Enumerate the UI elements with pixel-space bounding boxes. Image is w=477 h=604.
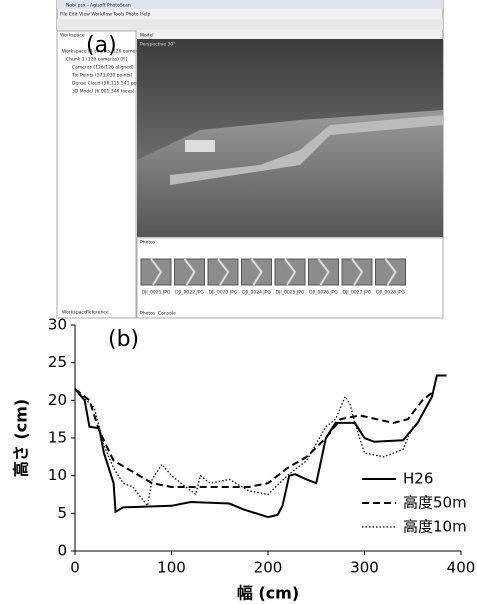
photo-name: DJI_0025.JPG [276, 290, 305, 296]
data-line [74, 388, 433, 488]
photo-name: DJI_0028.JPG [376, 290, 405, 296]
tree-item: Workspace (1 chunks, 126 cameras) [62, 49, 144, 55]
toolbar [57, 19, 443, 30]
tab: Photos [140, 311, 156, 317]
tree-item: Dense Cloud (56,115,541 points) [72, 81, 147, 87]
thumbnail-road [250, 258, 263, 286]
view-label: Perspective 30° [140, 42, 175, 48]
thumbnail-road [183, 258, 196, 286]
y-tick-label: 30 [48, 316, 67, 334]
x-tick-label: 300 [350, 559, 379, 577]
thumbnail-road [384, 258, 397, 286]
x-tick-label: 200 [254, 559, 283, 577]
tree-item: Chunk 1 (126 cameras) [R] [66, 57, 127, 63]
photo-name: DJI_0027.JPG [343, 290, 372, 296]
photo-name: DJI_0023.JPG [209, 290, 238, 296]
tree-item: Cameras (126/126 aligned) [72, 65, 134, 71]
legend-label: H26 [403, 470, 433, 488]
photo-name: DJI_0024.JPG [242, 290, 271, 296]
legend-label: 高度10m [403, 518, 467, 536]
photo-name: DJI_0026.JPG [309, 290, 338, 296]
tab: Workspace [62, 310, 87, 316]
title-bar [57, 0, 443, 9]
y-axis-label: 高さ (cm) [12, 399, 31, 477]
thumbnail [341, 258, 373, 286]
tab: Console [158, 311, 176, 317]
thumbnail-road [351, 258, 364, 286]
thumbnail [274, 258, 306, 286]
y-tick-label: 25 [48, 353, 67, 371]
y-tick-label: 5 [57, 504, 67, 522]
panel-label: (a) [86, 33, 117, 58]
road [170, 115, 443, 185]
y-tick-label: 0 [57, 542, 67, 560]
workspace-tab: Workspace [60, 33, 85, 39]
photos-tab: Photos [140, 240, 156, 246]
menu: File Edit View Workflow Tools Photo Help [60, 12, 150, 18]
x-tick-label: 0 [70, 559, 80, 577]
building [185, 140, 215, 152]
thumbnail-road [150, 258, 163, 286]
model-tab: Model [140, 33, 154, 39]
thumbnail [207, 258, 239, 286]
tree-item: Tie Points (573,030 points) [71, 73, 133, 79]
y-tick-label: 15 [48, 429, 67, 447]
photo-name: DJI_0022.JPG [175, 290, 204, 296]
window-title: Nobi.psx - Agisoft PhotoScan [66, 3, 131, 9]
workspace-pane [56, 30, 137, 319]
y-tick-label: 20 [48, 391, 67, 409]
screenshot: Nobi.psx - Agisoft PhotoScan File Edit V… [56, 0, 444, 319]
tab: Reference [86, 310, 109, 316]
data-line [74, 374, 447, 519]
panel-label: (b) [108, 327, 139, 352]
legend-label: 高度50m [403, 494, 467, 512]
data-line [74, 388, 414, 508]
photo-name: DJI_0021.JPG [142, 290, 171, 296]
thumbnail-road [284, 258, 297, 286]
x-tick-label: 400 [447, 559, 476, 577]
thumbnail-road [317, 258, 330, 286]
y-tick-label: 10 [48, 466, 67, 484]
thumbnail-road [217, 258, 230, 286]
tree-item: 3D Model (6,001,348 faces) [72, 89, 135, 95]
x-axis-label: 幅 (cm) [237, 584, 299, 603]
x-tick-label: 100 [157, 559, 186, 577]
